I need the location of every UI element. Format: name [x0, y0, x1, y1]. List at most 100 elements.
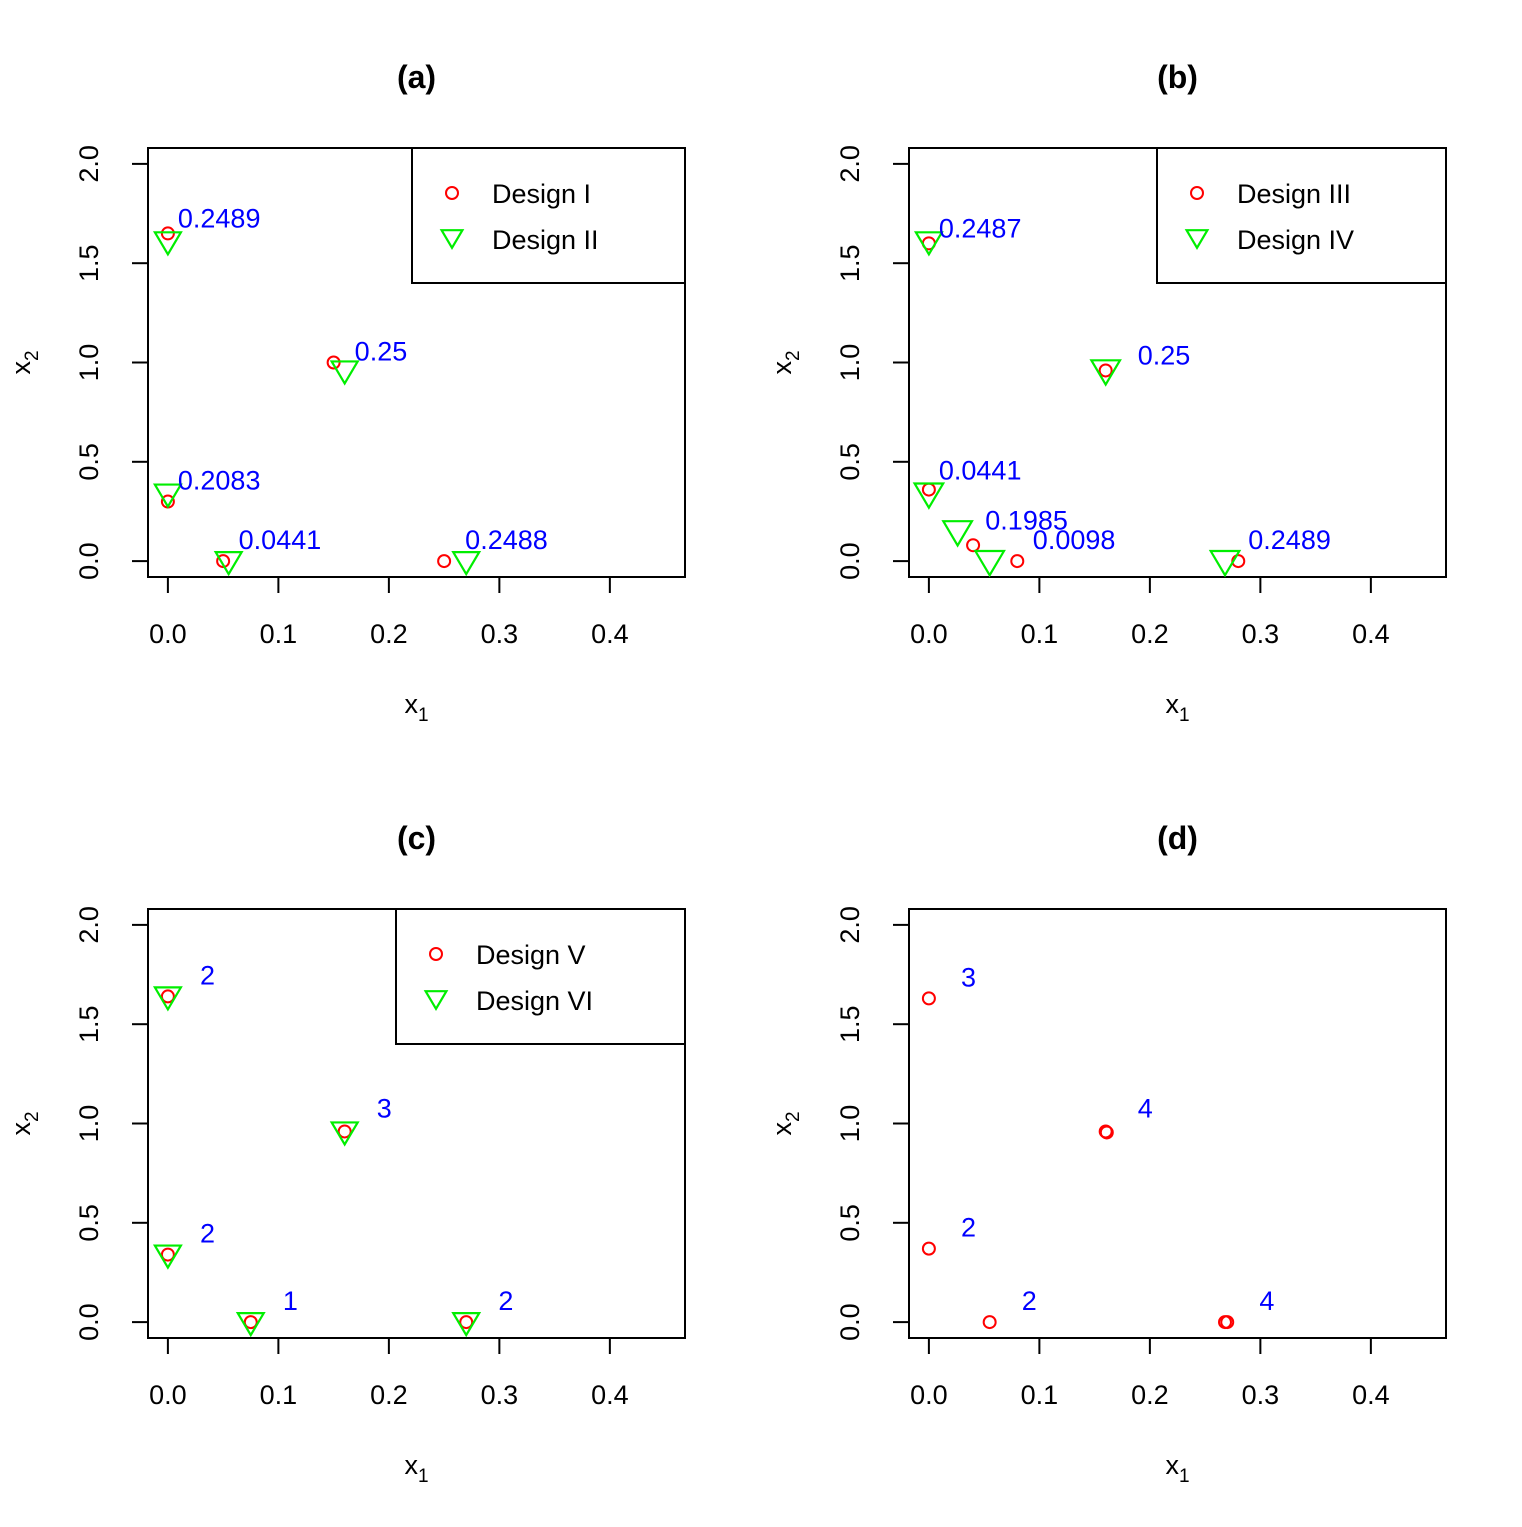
data-point-circle	[337, 1124, 352, 1139]
point-annotation: 2	[498, 1286, 513, 1316]
y-axis-label: x2	[767, 1111, 804, 1135]
x-tick-label: 0.0	[149, 619, 187, 649]
data-point-circle	[921, 1241, 936, 1256]
x-axis-label: x1	[404, 1450, 428, 1487]
y-axis-label-sub: 2	[783, 350, 804, 361]
x-axis-label-sub: 1	[418, 1466, 429, 1487]
data-point-circle	[1099, 1125, 1114, 1140]
y-tick-label: 0.5	[835, 443, 865, 481]
legend-label: Design I	[492, 179, 591, 209]
data-point-circle	[216, 554, 231, 569]
data-point-triangle	[152, 986, 183, 1012]
y-tick-label: 1.5	[74, 1005, 104, 1043]
panel-title: (d)	[1157, 820, 1198, 856]
legend-triangle-marker	[423, 990, 449, 1011]
x-tick-label: 0.4	[591, 619, 629, 649]
y-tick-label: 0.0	[835, 542, 865, 580]
x-tick-label: 0.0	[910, 619, 948, 649]
y-tick-label: 1.0	[74, 1105, 104, 1143]
data-point-triangle	[451, 550, 482, 577]
legend-label: Design III	[1237, 179, 1351, 209]
panel-title: (b)	[1157, 59, 1198, 95]
y-tick-label: 0.5	[835, 1204, 865, 1242]
x-tick-label: 0.2	[370, 619, 408, 649]
legend-circle-marker	[445, 186, 459, 200]
point-annotation: 2	[200, 1219, 215, 1249]
x-tick-label: 0.1	[1021, 1380, 1059, 1410]
y-tick-label: 1.0	[835, 344, 865, 382]
x-tick-label: 0.1	[1021, 619, 1059, 649]
data-point-triangle	[913, 231, 944, 257]
data-point-circle	[1098, 363, 1113, 378]
y-axis-label-main: x	[767, 361, 797, 375]
x-tick-label: 0.2	[370, 1380, 408, 1410]
x-tick-label: 0.0	[910, 1380, 948, 1410]
legend: Design V Design VI	[395, 908, 686, 1045]
data-point-triangle	[213, 550, 244, 577]
y-axis-label-main: x	[6, 1122, 36, 1136]
point-annotation: 4	[1138, 1094, 1153, 1124]
legend: Design III Design IV	[1156, 147, 1447, 284]
data-point-circle	[982, 1315, 997, 1330]
data-point-triangle	[329, 1121, 360, 1147]
y-axis-label-sub: 2	[22, 1111, 43, 1122]
y-tick-label: 1.5	[835, 1005, 865, 1043]
data-point-triangle	[941, 520, 974, 548]
legend-box	[395, 908, 686, 1045]
data-point-circle	[921, 991, 936, 1006]
data-point-triangle	[973, 549, 1006, 578]
point-annotation: 1	[283, 1286, 298, 1316]
x-tick-label: 0.3	[481, 619, 519, 649]
y-tick-label: 0.0	[835, 1303, 865, 1341]
point-annotation: 0.2489	[1248, 525, 1331, 555]
point-annotation: 2	[1022, 1286, 1037, 1316]
data-point-triangle	[152, 231, 183, 257]
x-axis-label-sub: 1	[1179, 705, 1190, 726]
legend-label: Design IV	[1237, 225, 1354, 255]
data-point-triangle	[152, 483, 183, 509]
data-point-triangle	[329, 360, 360, 386]
point-annotation: 0.0098	[1033, 525, 1116, 555]
data-point-circle	[160, 989, 175, 1004]
data-point-circle	[1220, 1315, 1235, 1330]
point-annotation: 0.2487	[939, 213, 1022, 243]
point-annotation: 4	[1259, 1286, 1274, 1316]
legend-box	[1156, 147, 1447, 284]
y-axis-label-sub: 2	[783, 1111, 804, 1122]
x-tick-label: 0.4	[1352, 1380, 1390, 1410]
point-annotation: 0.2083	[178, 466, 261, 496]
x-tick-label: 0.0	[149, 1380, 187, 1410]
x-tick-label: 0.4	[1352, 619, 1390, 649]
y-tick-label: 2.0	[835, 906, 865, 944]
x-axis-label-main: x	[1165, 689, 1179, 719]
x-axis-label: x1	[1165, 689, 1189, 726]
point-annotation: 0.0441	[239, 525, 322, 555]
legend-label: Design V	[476, 940, 586, 970]
y-tick-label: 2.0	[835, 145, 865, 183]
point-annotation: 0.2489	[178, 203, 261, 233]
y-axis-label-sub: 2	[22, 350, 43, 361]
y-axis-label: x2	[6, 1111, 43, 1135]
data-point-triangle	[1089, 359, 1122, 387]
data-point-triangle	[451, 1311, 482, 1338]
y-tick-label: 1.5	[74, 244, 104, 282]
point-annotation: 2	[961, 1213, 976, 1243]
x-tick-label: 0.1	[260, 619, 298, 649]
point-annotation: 0.0441	[939, 456, 1022, 486]
data-point-circle	[243, 1315, 258, 1330]
point-annotation: 3	[961, 962, 976, 992]
data-point-circle	[1010, 554, 1025, 569]
x-tick-label: 0.2	[1131, 1380, 1169, 1410]
panel-a: (a)0.0 0.1 0.2 0.3 0.40.00.51.01.52.0x1x2Des…	[6, 59, 686, 726]
y-tick-label: 2.0	[74, 906, 104, 944]
panel-title: (c)	[397, 820, 436, 856]
data-point-circle	[459, 1315, 474, 1330]
data-point-triangle	[235, 1311, 266, 1338]
y-axis-label-main: x	[6, 361, 36, 375]
panel-title: (a)	[397, 59, 436, 95]
point-annotation: 0.25	[1138, 340, 1191, 370]
x-tick-label: 0.4	[591, 1380, 629, 1410]
data-point-circle	[966, 538, 981, 553]
y-tick-label: 0.0	[74, 1303, 104, 1341]
